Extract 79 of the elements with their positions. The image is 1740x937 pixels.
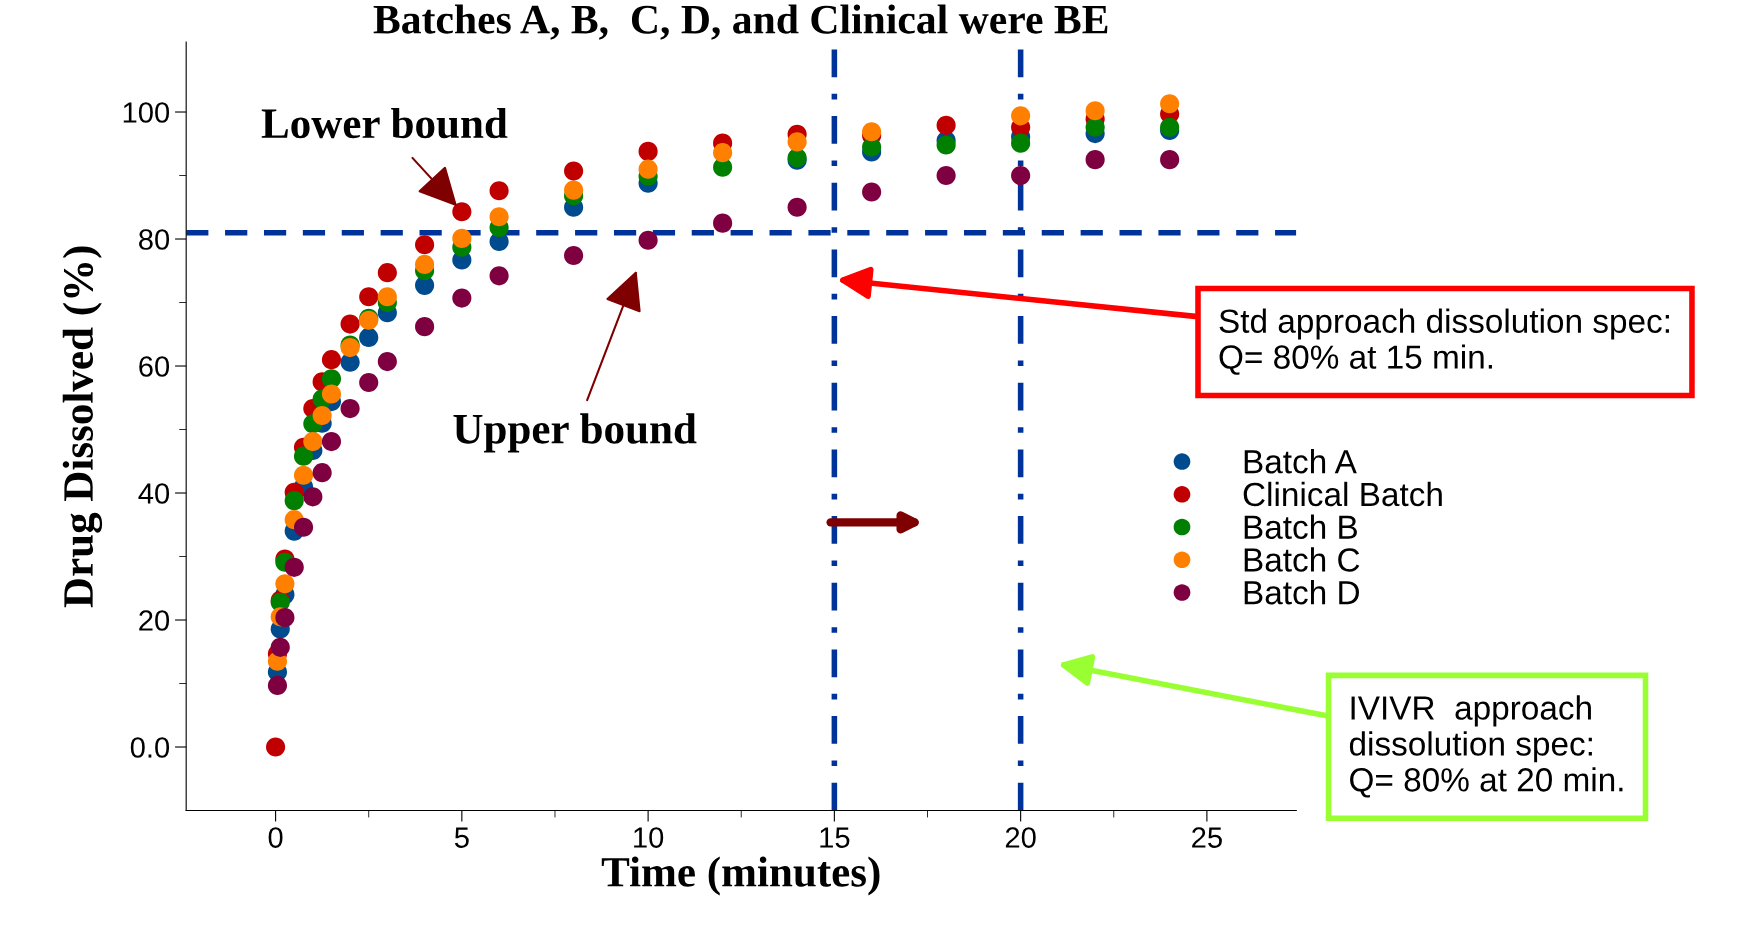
annotation: Lower bound <box>261 107 508 139</box>
legend-label: Batch C <box>1244 547 1360 572</box>
point <box>303 487 323 507</box>
point <box>713 143 733 163</box>
legend-label: Clinical Batch <box>1243 481 1442 507</box>
point <box>321 384 342 404</box>
point <box>489 181 509 201</box>
point <box>564 161 584 181</box>
point <box>340 398 360 419</box>
point <box>452 228 472 248</box>
point <box>452 288 472 308</box>
y-tick-label: 40 <box>138 483 170 504</box>
point <box>936 115 956 135</box>
point <box>377 263 397 283</box>
point <box>321 350 342 370</box>
x-tick-label: 20 <box>1005 827 1036 848</box>
x-tick-label: 25 <box>1192 827 1222 848</box>
x-tick-label: 0 <box>268 827 283 848</box>
point <box>284 557 304 577</box>
point <box>303 432 323 452</box>
point <box>359 327 379 348</box>
text: IVIVR approach dissolution spec: Q= 80% at 20 min. <box>1349 695 1623 798</box>
point <box>1085 101 1105 121</box>
chart-title: Batches A, B, C, D, and Clinical were BE <box>373 4 1108 40</box>
point <box>293 517 314 537</box>
point <box>312 463 332 483</box>
y-axis-title: Drug Dissolved (%) <box>62 246 103 608</box>
legend-label: Batch B <box>1244 514 1357 540</box>
point <box>489 266 509 286</box>
point <box>564 245 584 266</box>
y-tick-label: 20 <box>139 610 170 631</box>
point <box>787 132 807 152</box>
point <box>266 737 286 757</box>
point <box>638 230 658 250</box>
x-tick-label: 15 <box>820 827 850 848</box>
point <box>1160 150 1180 170</box>
point <box>936 165 956 186</box>
point <box>862 122 882 142</box>
point <box>377 287 397 307</box>
point <box>340 314 360 334</box>
point <box>415 317 435 337</box>
point <box>267 675 288 695</box>
point <box>1011 165 1031 186</box>
point <box>638 141 658 161</box>
legend-label: Batch A <box>1244 449 1357 474</box>
point <box>284 491 304 511</box>
point <box>1011 106 1031 126</box>
point <box>415 235 435 255</box>
annotation: Std approach dissolution spec: Q= 80% at 15 min. <box>1219 308 1669 375</box>
x-axis-title: Time (minutes) <box>601 856 880 896</box>
y-tick-label: 0.0 <box>130 737 170 758</box>
legend-label: Batch D <box>1244 580 1359 605</box>
point <box>787 197 807 217</box>
point <box>638 159 658 179</box>
point <box>1085 150 1105 170</box>
point <box>293 465 314 485</box>
annotation: Upper bound <box>453 413 697 453</box>
point <box>452 202 472 222</box>
point <box>275 607 295 628</box>
point <box>713 213 733 233</box>
point <box>270 637 290 657</box>
point <box>862 182 882 202</box>
point <box>1085 117 1105 137</box>
point <box>359 372 379 393</box>
point <box>377 351 397 372</box>
point <box>1160 94 1180 114</box>
y-tick-label: 100 <box>123 102 170 123</box>
point <box>489 207 509 227</box>
y-tick-label: 80 <box>139 229 170 250</box>
point <box>564 180 584 200</box>
point <box>312 405 332 426</box>
point <box>275 574 295 594</box>
point <box>359 287 379 307</box>
x-tick-label: 5 <box>454 827 469 848</box>
point <box>293 446 314 466</box>
point <box>415 254 435 274</box>
point <box>321 432 342 452</box>
x-tick-label: 10 <box>634 827 664 848</box>
y-tick-label: 60 <box>139 356 170 377</box>
